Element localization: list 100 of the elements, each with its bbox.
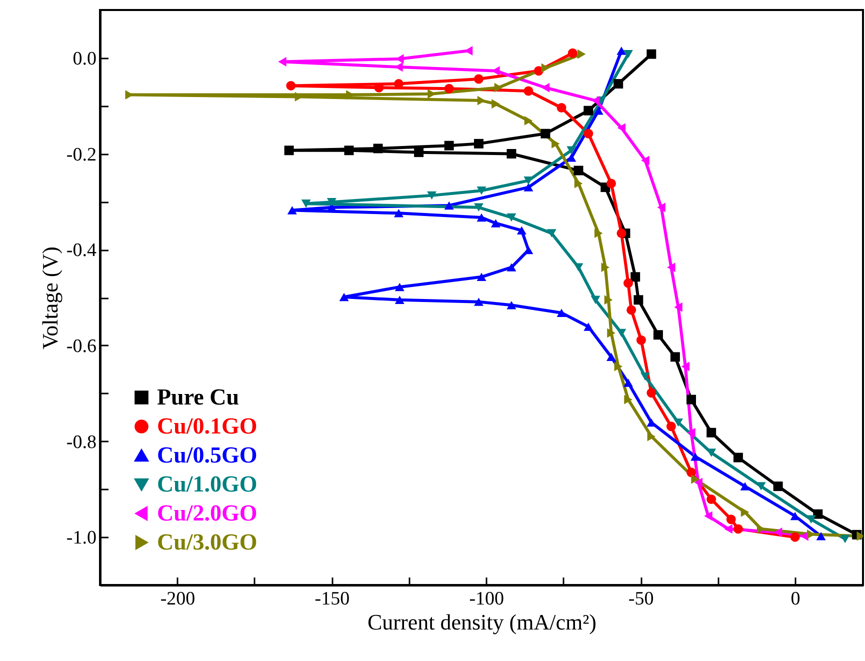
point [607,328,616,338]
point [623,378,633,387]
x-tick-label: -100 [469,588,504,610]
point [674,302,682,312]
point [604,295,613,305]
point [490,219,500,228]
point [524,86,534,96]
point [556,103,566,112]
point [574,166,584,176]
point [546,229,556,238]
point [556,308,566,317]
point [568,48,578,58]
point [816,532,826,540]
point [657,202,666,212]
point [476,213,486,222]
point [670,352,680,362]
point [624,394,632,404]
y-tick-label: -1.0 [66,528,96,549]
point [506,263,516,272]
y-tick-label: -0.2 [66,144,96,166]
point [756,482,766,490]
point [474,138,484,148]
point [278,57,286,66]
y-tick-label: -0.6 [66,336,96,357]
point [394,282,404,292]
point [623,50,633,58]
point [646,49,656,59]
point [474,298,484,306]
point [706,448,716,457]
point [584,128,594,138]
point [540,128,550,138]
point [476,272,486,282]
point [444,201,454,210]
point [686,468,696,478]
point [524,246,534,254]
point [516,226,526,235]
point [326,198,336,206]
point [790,512,800,520]
point [623,278,633,288]
point [667,262,676,272]
point [790,532,800,542]
point [616,328,626,338]
point [286,80,296,90]
point [687,428,696,438]
point [606,178,616,188]
x-tick-label: -200 [160,588,196,610]
point [524,116,533,126]
point [601,262,610,272]
point [636,335,646,345]
point [541,82,550,92]
point [566,153,576,162]
point [492,99,500,109]
y-tick-label: -0.8 [66,432,96,453]
point [706,428,716,438]
point [477,96,486,106]
point [704,511,712,521]
point [616,228,626,238]
point [339,292,349,302]
x-tick-label: 0 [790,588,800,610]
point [694,478,702,488]
point [427,191,437,200]
point [474,74,484,84]
point [630,272,640,282]
point [740,507,750,517]
legend-label: Cu/2.0GO [157,500,258,526]
point [584,322,594,331]
point [813,509,823,519]
point [524,176,534,185]
point [640,372,650,381]
x-axis-title: Current density (mA/cm²) [368,610,596,634]
point [524,183,534,192]
point [301,199,311,208]
point [394,296,404,304]
point [566,146,576,155]
point [444,140,454,150]
legend-label: Cu/1.0GO [157,472,258,496]
point [617,123,626,133]
point [681,362,690,372]
point [541,63,550,73]
point [653,330,663,340]
y-tick-label: -0.4 [66,240,97,262]
point [374,82,384,92]
legend-label: Cu/3.0GO [157,530,258,554]
point [724,524,732,534]
point [614,79,624,89]
point [641,156,650,166]
point [740,482,750,490]
point [287,206,297,214]
y-tick-label: 0.0 [72,48,96,70]
point [414,148,424,158]
point [574,178,583,188]
legend-label: Cu/0.5GO [157,442,258,468]
point [733,452,743,462]
point [773,482,783,492]
point [394,209,404,218]
point [594,228,603,238]
point [284,146,294,156]
legend-label: Cu/0.1GO [157,414,258,438]
y-axis-title: Voltage (V) [37,246,62,350]
point [666,422,676,432]
